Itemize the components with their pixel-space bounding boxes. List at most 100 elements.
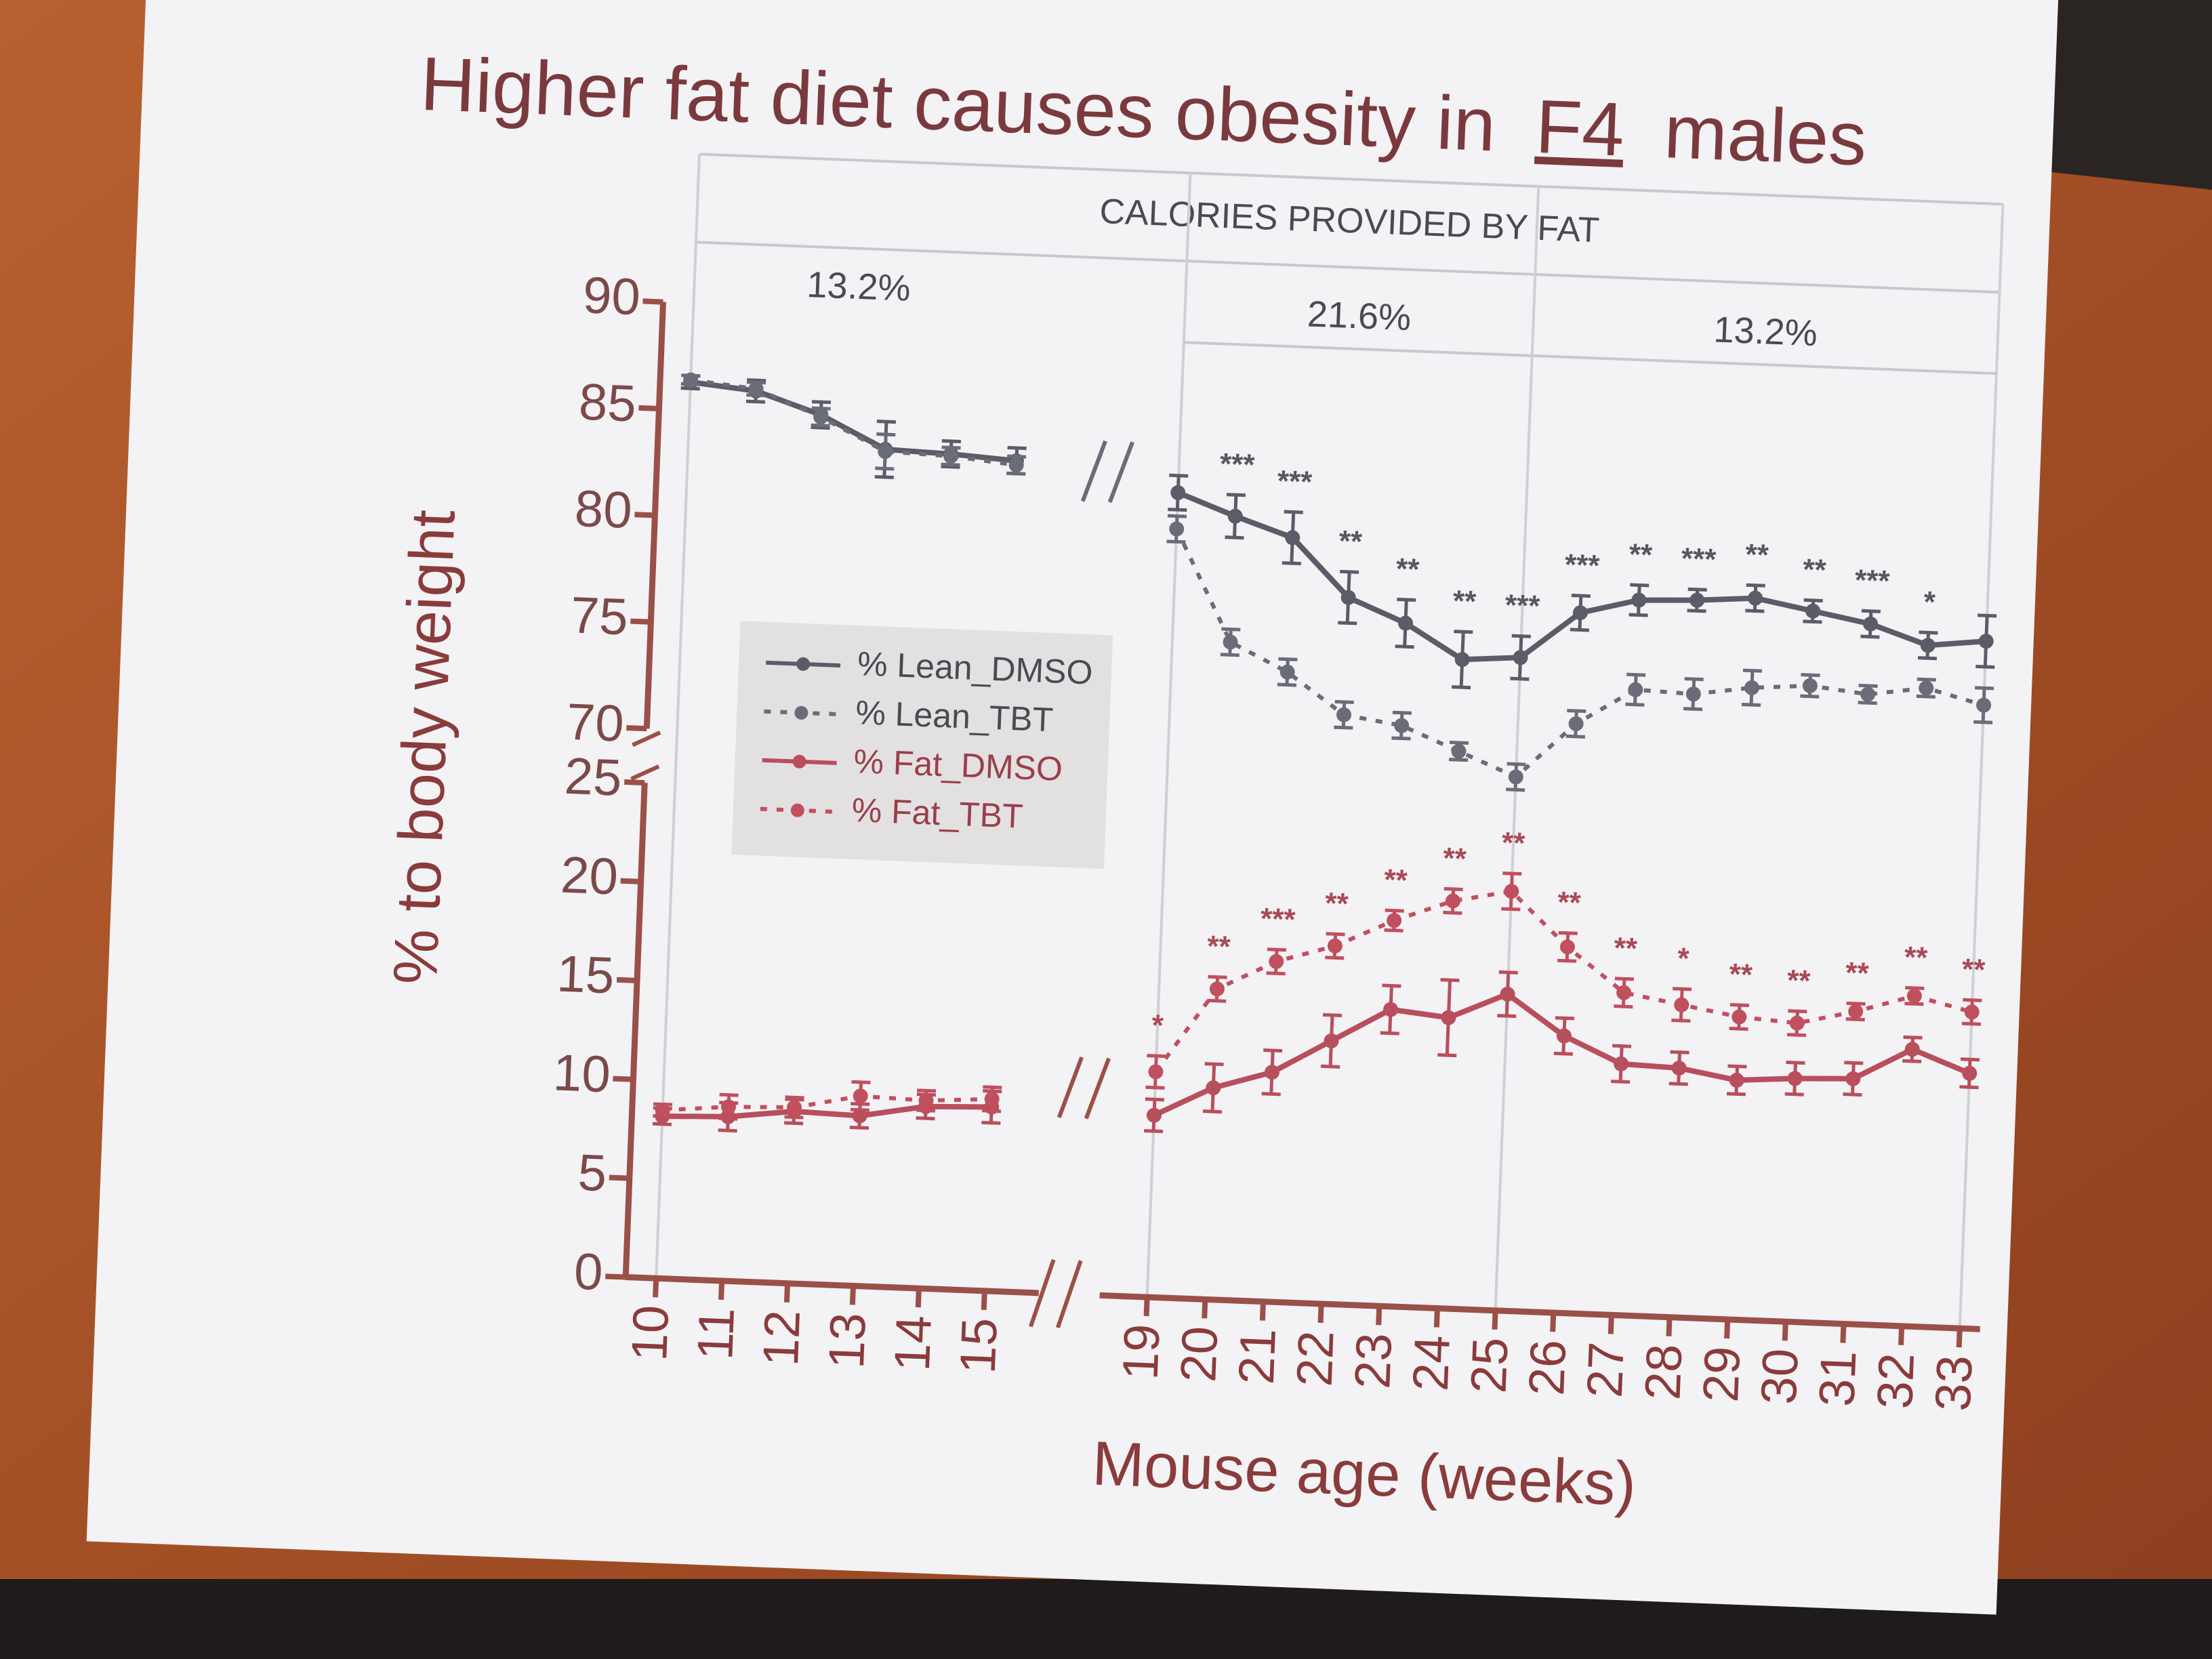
error-cap bbox=[1567, 708, 1586, 714]
marker bbox=[1568, 716, 1584, 731]
error-cap bbox=[916, 1108, 936, 1113]
period-boundary bbox=[1494, 186, 1540, 1311]
error-cap bbox=[1263, 1048, 1283, 1053]
error-cap bbox=[1565, 734, 1585, 739]
error-cap bbox=[983, 1085, 1002, 1090]
error-cap bbox=[1443, 910, 1462, 916]
marker bbox=[1559, 939, 1575, 955]
significance-label: *** bbox=[1854, 563, 1891, 598]
error-cap bbox=[1397, 597, 1416, 602]
series-line bbox=[662, 1094, 992, 1113]
marker bbox=[1513, 650, 1528, 665]
significance-label: ** bbox=[1501, 826, 1526, 860]
axis-break bbox=[1107, 441, 1134, 504]
error-cap bbox=[1557, 958, 1577, 963]
marker bbox=[1787, 1071, 1803, 1086]
significance-label: ** bbox=[1557, 886, 1582, 920]
y-tick bbox=[624, 779, 645, 786]
significance-label: ** bbox=[1324, 886, 1349, 920]
error-cap bbox=[1452, 685, 1471, 690]
x-tick-label: 20 bbox=[1170, 1326, 1228, 1383]
error-cap bbox=[1974, 686, 1994, 691]
error-cap bbox=[849, 1125, 869, 1130]
error-cap bbox=[1267, 947, 1286, 952]
error-cap bbox=[1145, 1097, 1164, 1102]
marker bbox=[1964, 1004, 1980, 1020]
error-cap bbox=[1684, 677, 1704, 682]
x-tick-label: 22 bbox=[1286, 1330, 1344, 1387]
error-cap bbox=[1960, 1057, 1980, 1062]
axis-break bbox=[630, 764, 660, 781]
header-rule bbox=[695, 241, 2000, 294]
error-cap bbox=[1729, 1003, 1750, 1008]
period-label: 13.2% bbox=[806, 264, 911, 309]
period-label: 13.2% bbox=[1713, 309, 1818, 354]
error-cap bbox=[1510, 676, 1530, 681]
significance-label: *** bbox=[1564, 548, 1601, 583]
marker bbox=[1170, 485, 1186, 500]
x-tick-label: 27 bbox=[1576, 1341, 1635, 1399]
error-cap bbox=[784, 1115, 804, 1120]
marker bbox=[1802, 678, 1818, 693]
y-tick-label: 90 bbox=[582, 266, 642, 326]
marker bbox=[1978, 634, 1994, 649]
marker bbox=[787, 1100, 802, 1115]
y-tick-label: 25 bbox=[563, 747, 623, 807]
error-cap bbox=[1282, 561, 1301, 566]
error-cap bbox=[1266, 971, 1286, 976]
error-cap bbox=[1687, 587, 1707, 592]
error-cap bbox=[1391, 736, 1411, 741]
y-tick bbox=[613, 1076, 634, 1082]
legend-label: % Fat_TBT bbox=[851, 791, 1024, 836]
significance-label: * bbox=[1677, 942, 1690, 976]
error-cap bbox=[785, 1095, 804, 1100]
marker bbox=[1227, 508, 1243, 524]
x-tick bbox=[1666, 1317, 1673, 1336]
marker bbox=[1904, 1042, 1920, 1057]
error-cap bbox=[811, 400, 832, 405]
marker bbox=[1285, 530, 1300, 546]
x-tick-label: 25 bbox=[1460, 1336, 1518, 1394]
error-cap bbox=[1858, 683, 1878, 688]
y-tick bbox=[626, 724, 647, 732]
marker bbox=[1671, 1061, 1687, 1076]
error-cap bbox=[811, 425, 830, 430]
marker bbox=[1340, 590, 1356, 605]
marker bbox=[943, 449, 959, 464]
error-cap bbox=[1978, 613, 1997, 618]
marker bbox=[1327, 938, 1343, 954]
legend-box bbox=[731, 621, 1113, 869]
period-boundary bbox=[1958, 204, 2005, 1329]
error-cap bbox=[1007, 454, 1027, 459]
marker bbox=[1324, 1033, 1339, 1048]
error-cap bbox=[719, 1092, 739, 1097]
marker bbox=[1976, 697, 1992, 713]
significance-label: *** bbox=[1504, 588, 1541, 623]
x-tick bbox=[1956, 1328, 1963, 1348]
error-cap bbox=[1860, 634, 1880, 639]
y-tick bbox=[634, 512, 655, 518]
marker bbox=[683, 372, 699, 388]
error-cap bbox=[1786, 1033, 1807, 1038]
error-cap bbox=[1277, 682, 1297, 687]
error-cap bbox=[1959, 1085, 1979, 1090]
x-tick-label: 33 bbox=[1925, 1354, 1983, 1412]
significance-label: ** bbox=[1629, 537, 1654, 571]
marker bbox=[1223, 634, 1238, 650]
error-cap bbox=[1326, 932, 1345, 937]
marker bbox=[1397, 615, 1413, 631]
marker bbox=[1729, 1072, 1744, 1088]
y-tick-label: 20 bbox=[560, 846, 619, 906]
error-cap bbox=[1392, 710, 1412, 715]
error-cap bbox=[1630, 583, 1650, 588]
marker bbox=[918, 1092, 934, 1108]
marker bbox=[1269, 954, 1284, 969]
error-cap bbox=[1169, 473, 1189, 478]
series-line bbox=[690, 379, 1017, 464]
significance-label: ** bbox=[1338, 525, 1364, 558]
marker bbox=[1209, 981, 1225, 997]
error-cap bbox=[1334, 725, 1353, 730]
x-tick-label: 30 bbox=[1750, 1347, 1809, 1405]
marker bbox=[1920, 638, 1936, 653]
error-cap bbox=[1905, 985, 1925, 990]
